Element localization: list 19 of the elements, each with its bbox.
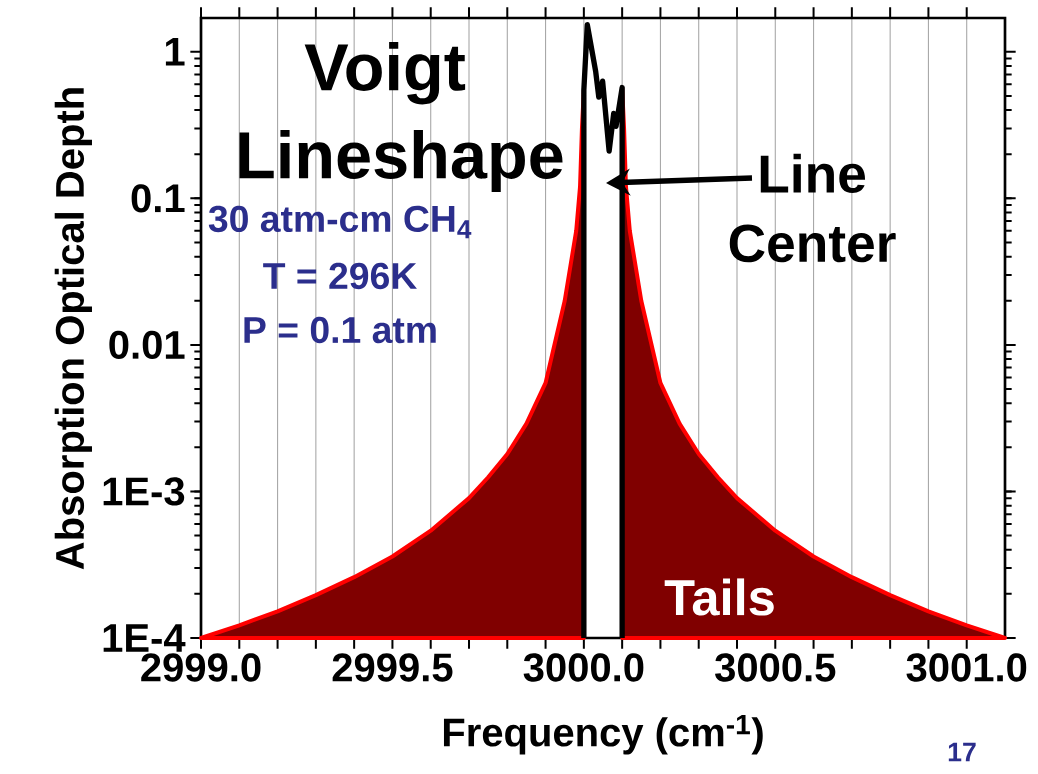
- x-tick-label: 3000.0: [523, 653, 644, 682]
- y-tick-label: 1E-3: [103, 477, 185, 506]
- text: 17: [948, 742, 976, 762]
- x-axis-title: Frequency (cm$^{-1}$): [443, 714, 763, 755]
- annotation: P = 0.1 atm: [244, 316, 436, 344]
- annotation: T = 296K: [263, 262, 417, 290]
- y-tick-label: 0.01: [109, 330, 185, 360]
- annotation: 30 atm-cm CH$_{4}$: [208, 205, 472, 239]
- y-tick-label: 1E-4: [103, 624, 186, 652]
- x-tick-label: 2999.5: [332, 653, 453, 682]
- annotation: Line Center: [729, 153, 896, 263]
- y-tick-label: 1: [165, 38, 185, 66]
- y-tick-label: 0.1: [131, 184, 185, 213]
- x-tick-label: 3000.5: [715, 653, 836, 682]
- y-axis-title: Absorption Optical Depth: [54, 88, 92, 570]
- x-tick-label: 3001.0: [906, 653, 1027, 682]
- annotation: Voigt Lineshape: [239, 41, 563, 193]
- annotation: Tails: [664, 578, 774, 616]
- x-tick-label: 2999.0: [141, 653, 261, 682]
